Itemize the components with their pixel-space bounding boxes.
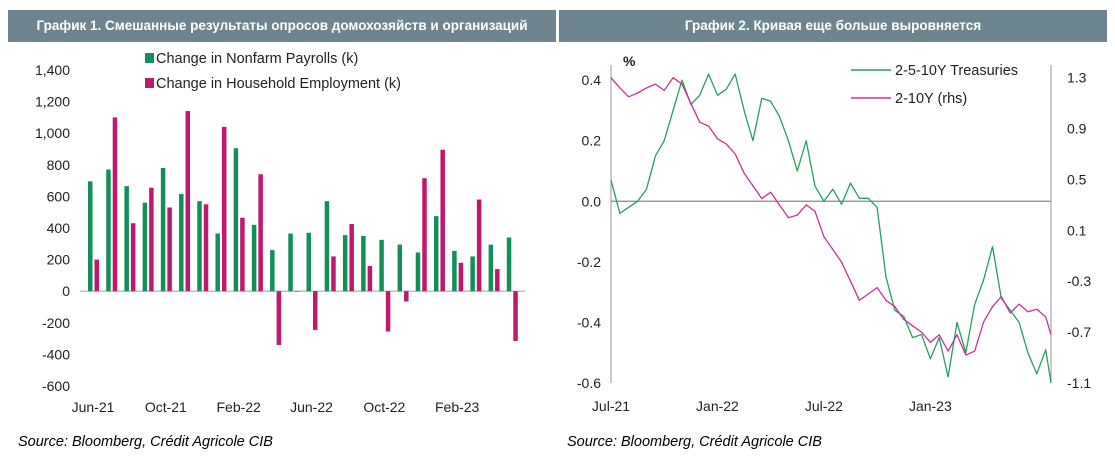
nonfarm-payrolls-bar	[452, 250, 457, 292]
household-employment-bar	[422, 178, 427, 292]
left-tick-label: -0.4	[577, 314, 601, 330]
legend-swatch	[145, 53, 154, 63]
household-employment-bar	[276, 291, 282, 345]
nonfarm-payrolls-bar	[233, 148, 239, 292]
right-tick-label: 0.9	[1067, 121, 1087, 137]
nonfarm-payrolls-bar	[415, 252, 421, 292]
household-employment-bar	[294, 291, 300, 292]
y-tick-label: -400	[42, 346, 70, 362]
household-employment-bar	[349, 224, 354, 292]
y-tick-label: 1,400	[35, 62, 70, 78]
nonfarm-payrolls-bar	[470, 256, 475, 292]
household-employment-bar	[513, 291, 518, 341]
legend-swatch	[145, 78, 154, 88]
household-employment-bar	[476, 199, 482, 292]
nonfarm-payrolls-bar	[306, 232, 311, 292]
x-tick-label: Jul-22	[805, 398, 843, 414]
y-tick-label: 1,200	[35, 94, 70, 110]
left-tick-label: -0.6	[577, 375, 601, 391]
household-employment-bar	[258, 174, 263, 292]
chart1-panel: График 1. Смешанные результаты опросов д…	[0, 0, 556, 465]
legend-label: Change in Nonfarm Payrolls (k)	[156, 51, 358, 67]
x-tick-label: Feb-23	[435, 399, 480, 415]
household-employment-bar	[203, 204, 209, 292]
spread-2-10y-line	[610, 77, 1052, 356]
nonfarm-payrolls-bar	[106, 169, 111, 292]
y-tick-label: 1,000	[35, 125, 70, 141]
right-tick-label: 0.1	[1067, 222, 1087, 238]
chart2-panel: График 2. Кривая еще больше выровняется …	[559, 0, 1115, 465]
y-tick-label: 800	[47, 157, 71, 173]
nonfarm-payrolls-bar	[361, 235, 366, 292]
nonfarm-payrolls-bar	[288, 233, 293, 292]
left-tick-label: 0.4	[582, 72, 602, 88]
household-employment-bar	[149, 187, 154, 292]
household-employment-bar	[313, 291, 318, 330]
nonfarm-payrolls-bar	[197, 201, 202, 292]
household-employment-bar	[458, 262, 464, 292]
nonfarm-payrolls-bar	[215, 233, 220, 292]
nonfarm-payrolls-bar	[270, 250, 275, 292]
household-employment-bar	[240, 217, 245, 292]
y-tick-label: 200	[47, 252, 71, 268]
right-tick-label: -1.1	[1067, 375, 1091, 391]
nonfarm-payrolls-bar	[251, 224, 257, 292]
x-tick-label: Jan-22	[696, 398, 739, 414]
chart1-source: Source: Bloomberg, Crédit Agricole CIB	[18, 434, 273, 450]
household-employment-bar	[385, 291, 391, 332]
household-employment-bar	[404, 291, 409, 302]
nonfarm-payrolls-bar	[342, 235, 348, 292]
x-tick-label: Oct-21	[145, 399, 187, 415]
chart2-source: Source: Bloomberg, Crédit Agricole CIB	[567, 434, 822, 450]
x-tick-label: Jun-21	[72, 399, 115, 415]
legend-label: 2-5-10Y Treasuries	[895, 63, 1018, 79]
nonfarm-payrolls-bar	[506, 237, 512, 292]
nonfarm-payrolls-bar	[324, 201, 330, 292]
nonfarm-payrolls-bar	[179, 194, 184, 292]
x-tick-label: Jul-21	[592, 398, 630, 414]
chart1-plot: -600 -400 -200 0 200 400 600 800 1,000 1,200 1,400…	[35, 51, 525, 415]
household-employment-bar	[94, 259, 99, 292]
household-employment-bar	[185, 111, 191, 292]
right-tick-label: -0.7	[1067, 324, 1091, 340]
chart2-plot: -0.6 -0.4 -0.2 0.0 0.2 0.4% -1.1 -0.7 -0.3 0.1 0.5…	[577, 53, 1091, 414]
left-tick-label: 0.0	[582, 193, 602, 209]
y-tick-label: -200	[42, 315, 70, 331]
household-employment-bar	[167, 207, 172, 292]
left-axis-unit: %	[623, 53, 636, 69]
y-tick-label: 600	[47, 188, 71, 204]
nonfarm-payrolls-bar	[379, 239, 384, 292]
household-employment-bar	[367, 265, 373, 292]
nonfarm-payrolls-bar	[142, 202, 148, 292]
household-employment-bar	[130, 223, 136, 292]
nonfarm-payrolls-bar	[160, 167, 166, 292]
nonfarm-payrolls-bar	[488, 244, 494, 292]
household-employment-bar	[495, 269, 500, 292]
right-tick-label: -0.3	[1067, 273, 1091, 289]
legend-label: 2-10Y (rhs)	[895, 91, 967, 107]
nonfarm-payrolls-bar	[124, 186, 129, 292]
nonfarm-payrolls-bar	[397, 244, 403, 292]
chart2-header: График 2. Кривая еще больше выровняется	[559, 10, 1107, 42]
chart1-header: График 1. Смешанные результаты опросов д…	[8, 10, 556, 42]
left-tick-label: 0.2	[582, 133, 602, 149]
right-tick-label: 0.5	[1067, 171, 1087, 187]
x-tick-label: Feb-22	[216, 399, 261, 415]
nonfarm-payrolls-bar	[88, 181, 93, 292]
y-tick-label: -600	[42, 378, 70, 394]
household-employment-bar	[440, 149, 445, 292]
household-employment-bar	[221, 126, 227, 292]
y-tick-label: 0	[62, 283, 70, 299]
household-employment-bar	[112, 117, 118, 292]
x-tick-label: Oct-22	[363, 399, 405, 415]
left-tick-label: -0.2	[577, 254, 601, 270]
nonfarm-payrolls-bar	[433, 216, 439, 292]
treasuries-2-5-10y-line	[610, 73, 1052, 384]
right-tick-label: 1.3	[1067, 70, 1087, 86]
y-tick-label: 400	[47, 220, 71, 236]
x-tick-label: Jan-23	[909, 398, 952, 414]
household-employment-bar	[331, 256, 336, 292]
legend-label: Change in Household Employment (k)	[156, 76, 401, 92]
x-tick-label: Jun-22	[290, 399, 333, 415]
